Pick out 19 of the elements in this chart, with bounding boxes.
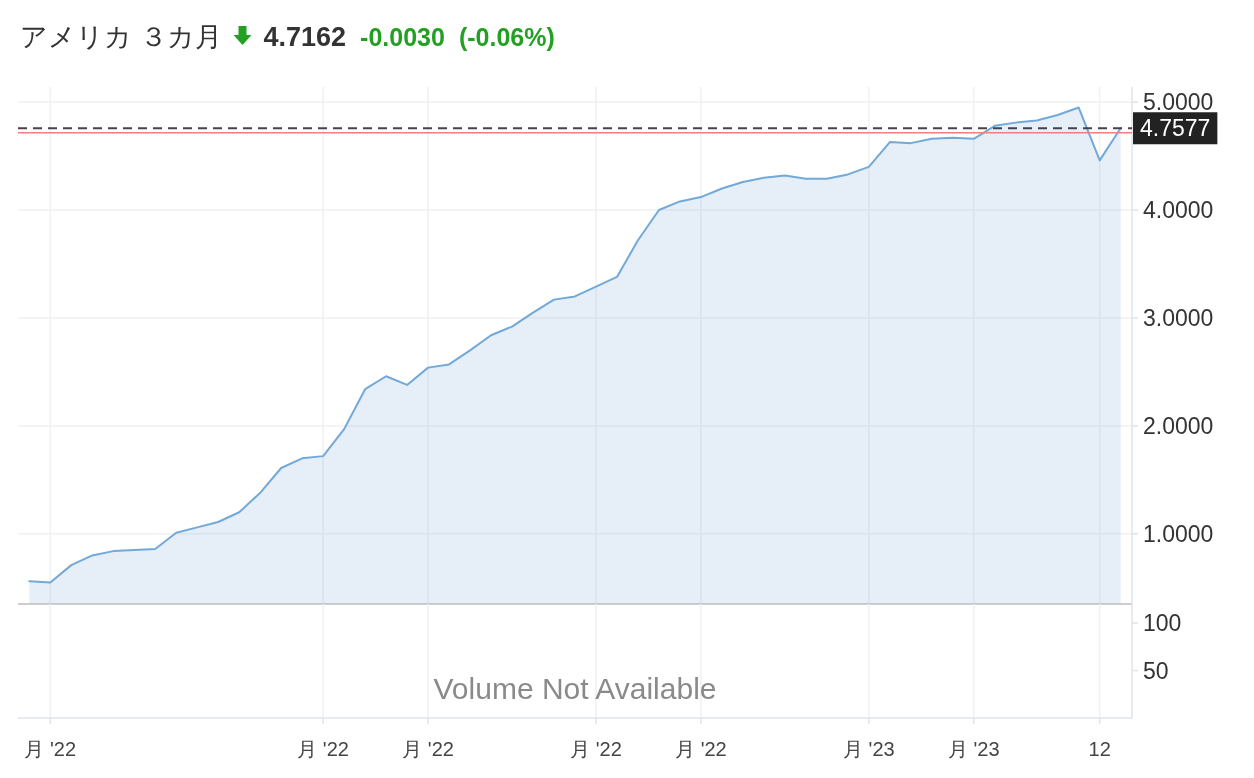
chart-title: アメリカ ３カ月: [20, 22, 222, 52]
x-tick-label: 月 '22: [675, 738, 727, 760]
x-tick-label: 月 '22: [297, 738, 349, 760]
annotation: Volume Not Available: [433, 671, 717, 705]
ref-line-label: 4.7577: [1133, 112, 1218, 145]
y-tick-label: 1.0000: [1143, 520, 1214, 547]
header: アメリカ ３カ月 4.7162 -0.0030 (-0.06%): [20, 22, 555, 52]
y-tick-label: 4.0000: [1143, 197, 1214, 224]
ref-line-label: 4.7577: [1140, 115, 1211, 142]
x-tick-label: 月 '22: [24, 738, 77, 760]
x-tick-label: 12: [1088, 738, 1111, 760]
x-tick-label: 月 '22: [402, 738, 454, 760]
x-tick-label: 月 '23: [843, 738, 895, 760]
x-tick-label: 月 '23: [947, 738, 1000, 760]
y-tick-label: 100: [1143, 610, 1182, 636]
y-tick-label: 3.0000: [1143, 304, 1214, 331]
y-tick-label: 50: [1143, 657, 1169, 684]
x-tick-label: 月 '22: [570, 738, 622, 760]
y-tick-label: 2.0000: [1143, 412, 1214, 439]
